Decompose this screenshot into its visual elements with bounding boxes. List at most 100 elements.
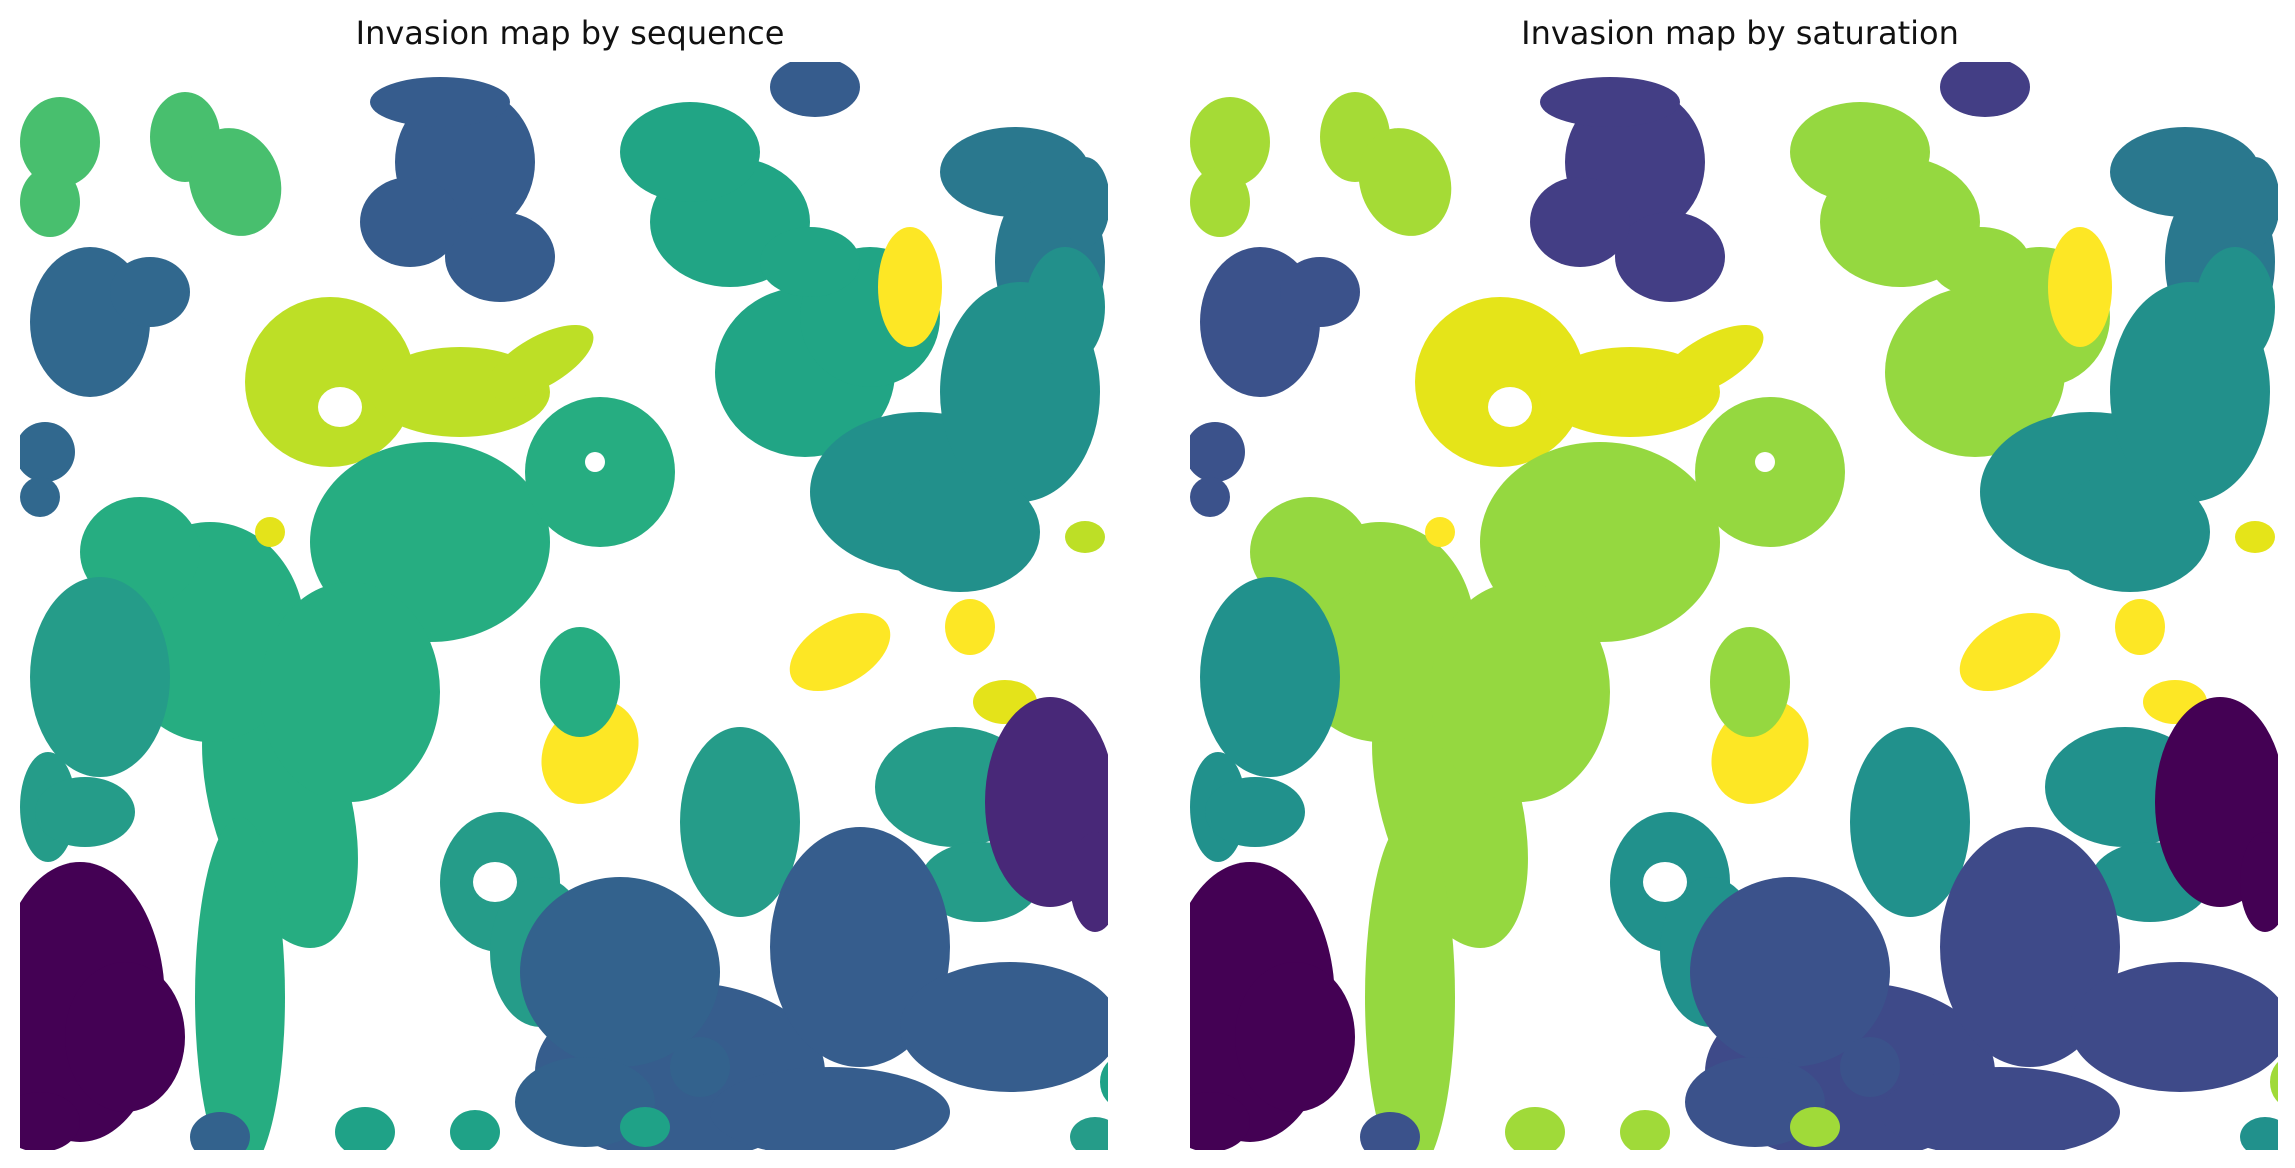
cluster-blob [710,1067,950,1150]
cluster-blob [2230,157,2278,247]
cluster-blob [1360,1112,1420,1150]
cluster-blob [110,257,190,327]
cluster-blob [1656,325,1764,399]
cluster-blob [620,102,760,202]
pore-hole [1488,387,1532,427]
cluster-blob [1358,128,1452,236]
cluster-blob [1205,777,1305,847]
cluster-blob [1685,1057,1825,1147]
cluster-blob [1840,1037,1900,1097]
cluster-blob [1280,257,1360,327]
cluster-blob [1190,1092,1250,1150]
cluster-blob [1070,1117,1108,1150]
cluster-blob [1190,422,1245,482]
pore-hole [2188,658,2212,686]
cluster-blob [1100,1062,1108,1102]
cluster-darkpurple-left [20,862,185,1150]
cluster-blob [20,1092,80,1150]
cluster-blob [35,777,135,847]
cluster-blob [770,827,950,1067]
cluster-blob [2048,227,2112,347]
cluster-blob [450,1110,500,1150]
cluster-blob [20,422,75,482]
cluster-blue-center-bottom [1360,877,1900,1150]
pore-hole [1755,452,1775,472]
cluster-blob [1505,1107,1565,1150]
invasion-map-saturation [1190,62,2278,1150]
cluster-green-small [335,1062,1108,1150]
cluster-lime [1415,297,2275,553]
cluster-blob [1190,477,1230,517]
cluster-blob [335,1107,395,1150]
cluster-blob [1690,877,1890,1067]
cluster-blob [1940,62,2030,117]
panel-saturation: Invasion map by saturation [1180,0,2295,1168]
cluster-green-center [80,397,675,1150]
cluster-blob [1959,612,2061,692]
cluster-blob [1415,297,1585,467]
cluster-blob [2195,247,2275,367]
cluster-blob [260,582,440,802]
cluster-blue-left [1190,247,1360,517]
cluster-blob [1190,97,1270,187]
cluster-blob [2235,521,2275,553]
cluster-blob [1425,517,1455,547]
cluster-blob [1235,962,1355,1112]
cluster-blob [188,128,282,236]
cluster-blob [1065,521,1105,553]
cluster-blob [540,627,620,737]
cluster-blob [1940,827,2120,1067]
cluster-blob [620,1107,670,1147]
cluster-blob [360,177,460,267]
cluster-blob [2050,472,2210,592]
cluster-blob [20,97,100,187]
cluster-blob [486,325,594,399]
cluster-blob [1850,727,1970,917]
cluster-blob [245,297,415,467]
cluster-blob [1540,77,1680,127]
invasion-map-sequence [20,62,1108,1150]
cluster-darkpurple-left [1190,862,1355,1150]
cluster-darkblue-right [2155,697,2278,932]
pore-hole [1643,862,1687,902]
cluster-blob [1710,627,1790,737]
cluster-blob [1070,832,1108,932]
cluster-blue-top [360,62,860,302]
cluster-blob [680,727,800,917]
cluster-blob [525,397,675,547]
pore-hole [585,452,605,472]
panel-sequence: Invasion map by sequence [10,0,1130,1168]
cluster-blob [445,212,555,302]
cluster-blob [1695,397,1845,547]
chart-title-saturation: Invasion map by saturation [1521,14,1959,52]
cluster-blob [20,477,60,517]
cluster-blob [1790,102,1930,202]
cluster-blob [195,817,285,1150]
cluster-blob [880,472,1040,592]
cluster-blob [1530,177,1630,267]
cluster-blob [255,517,285,547]
cluster-teal-right [1980,247,2275,592]
cluster-green-top [1190,92,1452,237]
cluster-blob [1025,247,1105,367]
cluster-blob [1190,167,1250,237]
cluster-blob [520,877,720,1067]
cluster-darkblue-right [985,697,1108,932]
cluster-blob [670,1037,730,1097]
cluster-blue-center-bottom [190,877,730,1150]
cluster-blob [20,167,80,237]
cluster-blob [515,1057,655,1147]
pore-hole [473,862,517,902]
cluster-blob [1430,582,1610,802]
cluster-blob [1615,212,1725,302]
cluster-blob [30,577,170,777]
cluster-blob [1200,577,1340,777]
chart-title-sequence: Invasion map by sequence [355,14,785,52]
cluster-blob [65,962,185,1112]
pore-hole [318,387,362,427]
cluster-blob [878,227,942,347]
pore-hole [1018,658,1042,686]
cluster-blob [1620,1110,1670,1150]
cluster-blob [2270,1062,2278,1102]
cluster-green-top [20,92,282,237]
